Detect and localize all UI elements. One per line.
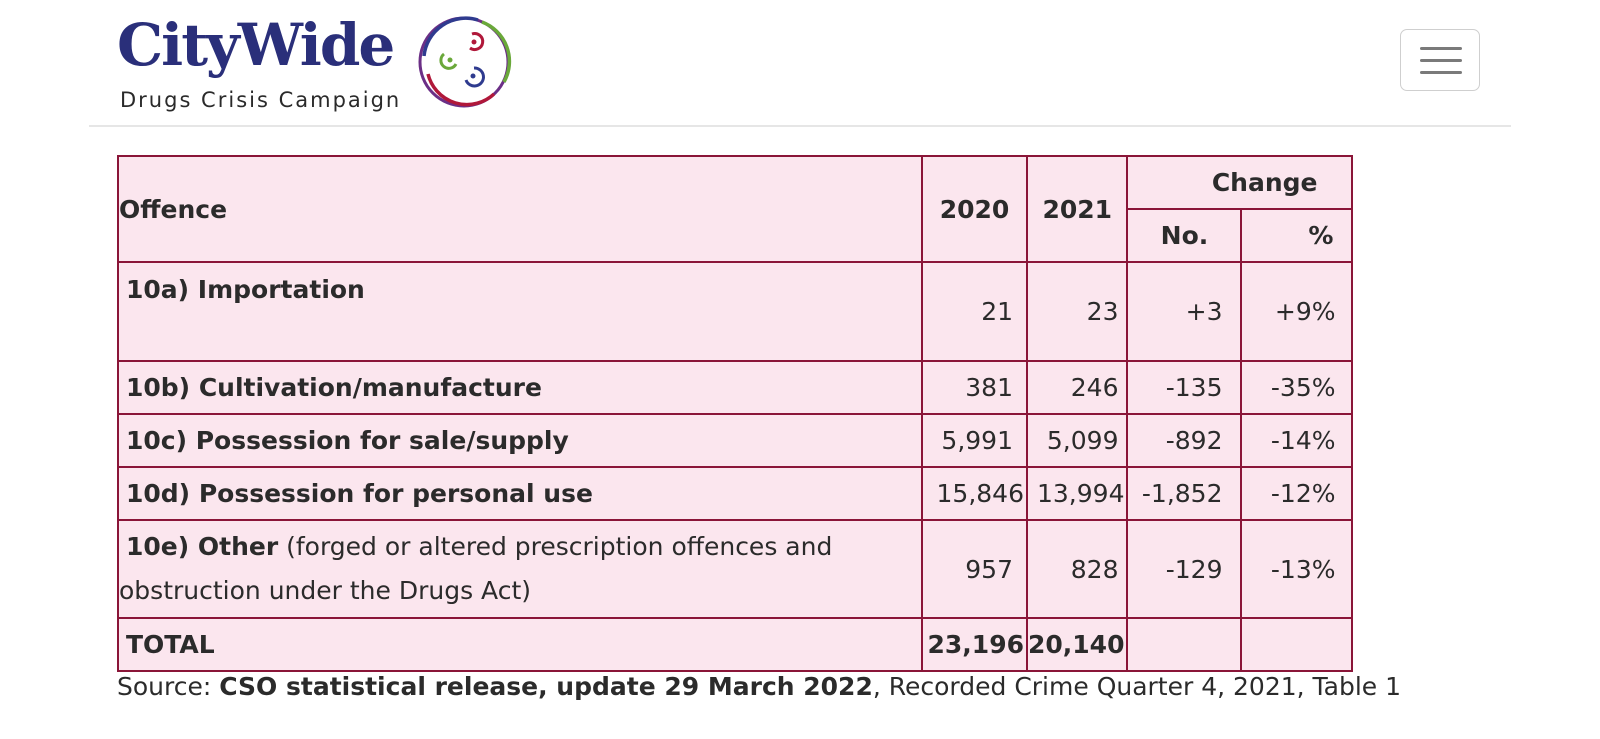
menu-toggle-button[interactable] (1400, 29, 1480, 91)
change-percent: -14% (1240, 413, 1354, 468)
change-number: -892 (1126, 413, 1243, 468)
value-2021: 13,994 (1025, 466, 1129, 521)
citywide-emblem-icon[interactable] (416, 12, 516, 112)
offence-label: 10a) Importation (117, 261, 923, 362)
change-percent: -35% (1240, 360, 1354, 415)
source-prefix: Source: (117, 672, 220, 701)
table-row: 10e) Other (forged or altered prescripti… (117, 519, 1354, 619)
table-row: 10d) Possession for personal use 15,846 … (117, 466, 1354, 521)
header-2021: 2021 (1025, 155, 1129, 263)
total-change-number (1126, 617, 1243, 672)
offence-label-main: 10e) Other (126, 532, 279, 561)
table-row: 10c) Possession for sale/supply 5,991 5,… (117, 413, 1354, 468)
site-header: CityWide Drugs Crisis Campaign (0, 0, 1600, 127)
value-2021: 828 (1025, 519, 1129, 619)
value-2021: 23 (1025, 261, 1129, 362)
header-2020: 2020 (921, 155, 1028, 263)
source-suffix: , Recorded Crime Quarter 4, 2021, Table … (872, 672, 1402, 701)
logo-tagline[interactable]: Drugs Crisis Campaign (120, 88, 402, 112)
offence-label: 10b) Cultivation/manufacture (117, 360, 923, 415)
offence-label-note: (forged or altered prescription offences… (278, 532, 833, 561)
offences-table-container: Offence 2020 2021 Change No. % 10a) Impo… (117, 155, 1354, 672)
table-header-row: Offence 2020 2021 Change (117, 155, 1354, 263)
total-2021: 20,140 (1025, 617, 1129, 672)
value-2021: 246 (1025, 360, 1129, 415)
value-2020: 957 (921, 519, 1028, 619)
value-2021: 5,099 (1025, 413, 1129, 468)
change-percent: -13% (1240, 519, 1354, 619)
header-divider (89, 125, 1511, 127)
offence-label-note-continued: obstruction under the Drugs Act) (119, 576, 532, 605)
header-change: Change (1126, 155, 1354, 210)
header-change-pct: % (1240, 208, 1354, 263)
header-offence: Offence (117, 155, 923, 263)
offences-table: Offence 2020 2021 Change No. % 10a) Impo… (117, 155, 1354, 672)
source-caption: Source: CSO statistical release, update … (117, 672, 1401, 701)
table-row: 10b) Cultivation/manufacture 381 246 -13… (117, 360, 1354, 415)
change-number: -135 (1126, 360, 1243, 415)
offence-label: 10e) Other (forged or altered prescripti… (117, 519, 923, 619)
change-percent: -12% (1240, 466, 1354, 521)
total-change-percent (1240, 617, 1354, 672)
change-number: -1,852 (1126, 466, 1243, 521)
change-number: +3 (1126, 261, 1243, 362)
table-subheader-row: No. % (118, 208, 1354, 263)
total-label: TOTAL (117, 617, 923, 672)
table-row: 10a) Importation 21 23 +3 +9% (117, 261, 1354, 362)
value-2020: 381 (921, 360, 1028, 415)
value-2020: 21 (921, 261, 1028, 362)
table-total-row: TOTAL 23,196 20,140 (117, 617, 1354, 672)
offence-label: 10c) Possession for sale/supply (117, 413, 923, 468)
value-2020: 5,991 (921, 413, 1028, 468)
offence-label: 10d) Possession for personal use (117, 466, 923, 521)
change-percent: +9% (1240, 261, 1354, 362)
logo-title[interactable]: CityWide (117, 11, 395, 79)
total-2020: 23,196 (921, 617, 1028, 672)
change-number: -129 (1126, 519, 1243, 619)
source-publication: CSO statistical release, update 29 March… (219, 672, 873, 701)
header-change-no: No. (1126, 208, 1243, 263)
value-2020: 15,846 (921, 466, 1028, 521)
